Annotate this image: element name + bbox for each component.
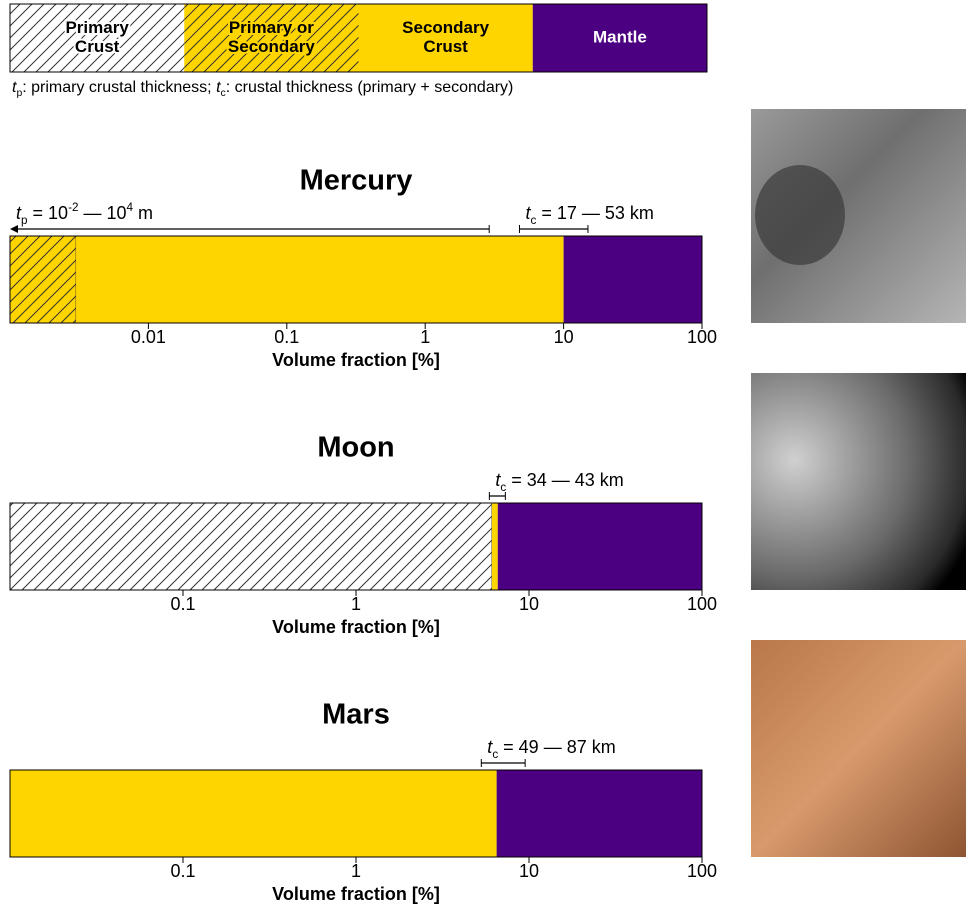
x-tick-label: 10 xyxy=(519,861,539,881)
text-part: t xyxy=(216,79,221,96)
text-part: c xyxy=(500,481,506,494)
text-part: t xyxy=(16,203,22,223)
text-part: t xyxy=(12,79,17,96)
arrow-head xyxy=(10,225,18,233)
text-part: -2 xyxy=(68,201,78,214)
x-tick-label: 1 xyxy=(351,594,361,614)
photo xyxy=(751,640,966,857)
plot-frame xyxy=(9,235,703,324)
legend-label: Secondary xyxy=(228,37,315,56)
text-part: m xyxy=(133,203,153,223)
bar-segment xyxy=(563,236,702,323)
x-tick-label: 100 xyxy=(687,594,717,614)
legend-hatch xyxy=(184,4,359,72)
annotation: tc = 17 — 53 km xyxy=(525,203,653,227)
annotation: tp = 10-2 — 104 m xyxy=(16,201,153,227)
photo xyxy=(751,373,966,590)
text-part: = 49 — 87 km xyxy=(498,737,616,757)
legend-label: Secondary xyxy=(402,18,489,37)
x-axis-label: Volume fraction [%] xyxy=(272,884,440,904)
legend-label: Primary or xyxy=(229,18,314,37)
x-tick-label: 0.1 xyxy=(170,861,195,881)
legend-swatch xyxy=(532,4,707,72)
legend-label: Crust xyxy=(75,37,120,56)
legend-hatch xyxy=(10,4,185,72)
photo-detail xyxy=(755,165,845,265)
x-tick-label: 0.01 xyxy=(131,327,166,347)
text-part: t xyxy=(525,203,531,223)
text-part: = 10 xyxy=(28,203,69,223)
bar-segment xyxy=(497,503,702,590)
x-tick-label: 0.1 xyxy=(170,594,195,614)
x-tick-label: 10 xyxy=(554,327,574,347)
x-tick-label: 0.1 xyxy=(274,327,299,347)
legend-frame xyxy=(9,3,708,73)
text-part: : primary crustal thickness; xyxy=(22,79,216,96)
bar-hatch xyxy=(9,502,493,591)
x-tick-label: 100 xyxy=(687,327,717,347)
bar-hatch xyxy=(9,235,77,324)
text-part: = 34 — 43 km xyxy=(506,470,624,490)
chart-title: Mars xyxy=(322,699,390,731)
x-tick-label: 100 xyxy=(687,861,717,881)
note: tp: primary crustal thickness; tc: crust… xyxy=(12,79,513,99)
text-part: c xyxy=(530,214,536,227)
legend-label: Crust xyxy=(423,37,468,56)
legend-label: Mantle xyxy=(593,27,647,46)
bar-segment xyxy=(491,503,498,590)
text-part: t xyxy=(495,470,501,490)
legend-label: Primary xyxy=(65,18,129,37)
annotation: tc = 34 — 43 km xyxy=(495,470,623,494)
chart-title: Mercury xyxy=(300,165,413,197)
x-axis-label: Volume fraction [%] xyxy=(272,617,440,637)
annotation: tc = 49 — 87 km xyxy=(487,737,615,761)
x-tick-label: 10 xyxy=(519,594,539,614)
text-part: c xyxy=(221,88,226,99)
text-part: = 17 — 53 km xyxy=(536,203,654,223)
chart-title: Moon xyxy=(317,432,394,464)
legend-swatch xyxy=(358,4,533,72)
bar-segment xyxy=(76,236,564,323)
bar-segment xyxy=(496,770,702,857)
x-axis-label: Volume fraction [%] xyxy=(272,350,440,370)
text-part: p xyxy=(21,214,28,227)
text-part: 4 xyxy=(127,201,134,214)
bar-segment xyxy=(10,770,497,857)
text-part: : crustal thickness (primary + secondary… xyxy=(226,79,514,96)
text-part: t xyxy=(487,737,493,757)
text-part: c xyxy=(492,748,498,761)
x-tick-label: 1 xyxy=(420,327,430,347)
x-tick-label: 1 xyxy=(351,861,361,881)
text-part: p xyxy=(16,88,22,99)
text-part: — 10 xyxy=(78,203,126,223)
